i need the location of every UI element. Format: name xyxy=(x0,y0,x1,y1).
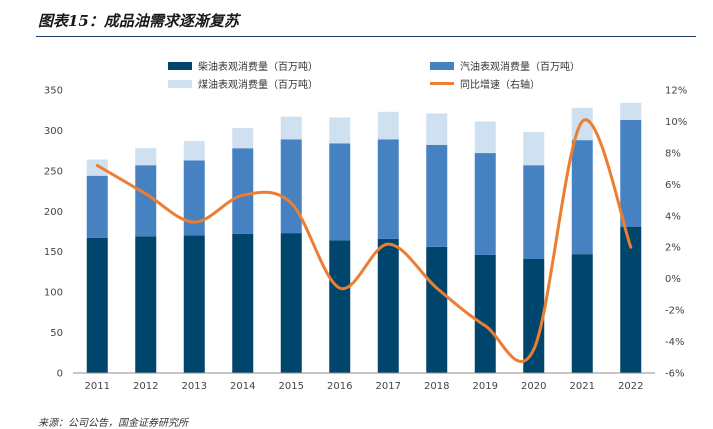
bar-kerosene-2019 xyxy=(474,121,496,154)
y-left-tick-label: 150 xyxy=(44,247,63,258)
bar-gasoline-2011 xyxy=(86,175,108,238)
y-left-tick-label: 0 xyxy=(57,369,63,380)
legend-item-diesel: 柴油表观消费量（百万吨） xyxy=(168,58,318,73)
bar-kerosene-2016 xyxy=(329,117,351,144)
bar-diesel-2011 xyxy=(86,237,108,373)
x-tick-label: 2013 xyxy=(182,381,207,392)
legend-swatch-gasoline xyxy=(430,61,454,70)
y-right-tick-label: 4% xyxy=(665,211,681,222)
bar-kerosene-2017 xyxy=(377,111,399,140)
x-tick-label: 2016 xyxy=(327,381,352,392)
bar-kerosene-2011 xyxy=(86,159,108,176)
bar-diesel-2014 xyxy=(232,233,254,373)
x-tick-label: 2018 xyxy=(424,381,449,392)
y-right-tick-label: -2% xyxy=(665,306,684,317)
bar-diesel-2013 xyxy=(183,235,205,373)
x-tick-label: 2019 xyxy=(473,381,498,392)
legend-swatch-kerosene xyxy=(168,79,192,88)
bar-kerosene-2012 xyxy=(135,148,157,166)
bar-gasoline-2018 xyxy=(426,144,448,247)
title-divider xyxy=(36,36,696,37)
source-note: 来源：公司公告，国金证券研究所 xyxy=(38,418,188,429)
legend-label-kerosene: 煤油表观消费量（百万吨） xyxy=(198,80,318,91)
y-right-tick-label: -6% xyxy=(665,369,684,380)
x-tick-label: 2015 xyxy=(279,381,304,392)
legend-item-kerosene: 煤油表观消费量（百万吨） xyxy=(168,76,318,91)
bar-kerosene-2020 xyxy=(523,132,545,166)
axes-group: 0 50 100 150 200 250 300 350 -6% -4% -2% 0% 2% 4% 6% 8%… xyxy=(44,86,687,393)
bar-gasoline-2013 xyxy=(183,160,205,236)
y-right-tick-label: 12% xyxy=(665,86,687,97)
bar-kerosene-2015 xyxy=(280,116,302,140)
legend-label-diesel: 柴油表观消费量（百万吨） xyxy=(198,62,318,73)
y-left-tick-label: 50 xyxy=(50,328,63,339)
bar-gasoline-2014 xyxy=(232,148,254,234)
bar-diesel-2021 xyxy=(571,254,593,373)
y-right-tick-label: -4% xyxy=(665,337,684,348)
legend-swatch-growth xyxy=(430,82,454,85)
bar-kerosene-2018 xyxy=(426,113,448,145)
growth-rate-line xyxy=(95,118,633,363)
x-tick-label: 2014 xyxy=(230,381,255,392)
y-right-tick-label: 0% xyxy=(665,274,681,285)
bar-diesel-2015 xyxy=(280,233,302,373)
bar-diesel-2018 xyxy=(426,246,448,373)
y-left-tick-label: 200 xyxy=(44,207,63,218)
y-right-tick-label: 2% xyxy=(665,243,681,254)
y-left-tick-label: 300 xyxy=(44,126,63,137)
x-tick-label: 2021 xyxy=(570,381,595,392)
bar-group xyxy=(86,102,642,373)
y-right-tick-label: 10% xyxy=(665,117,687,128)
bar-gasoline-2021 xyxy=(571,140,593,255)
bar-kerosene-2014 xyxy=(232,128,254,149)
bar-diesel-2012 xyxy=(135,236,157,373)
growth-line-layer xyxy=(95,118,633,363)
bar-diesel-2020 xyxy=(523,258,545,373)
bar-gasoline-2020 xyxy=(523,165,545,259)
bar-gasoline-2022 xyxy=(620,119,642,227)
x-tick-label: 2022 xyxy=(618,381,643,392)
bar-kerosene-2013 xyxy=(183,140,205,161)
y-right-tick-label: 6% xyxy=(665,180,681,191)
bar-gasoline-2017 xyxy=(377,139,399,239)
x-tick-label: 2011 xyxy=(85,381,110,392)
legend-label-growth: 同比增速（右轴） xyxy=(460,80,540,91)
bar-diesel-2017 xyxy=(377,238,399,373)
bar-gasoline-2012 xyxy=(135,165,157,237)
y-left-tick-label: 350 xyxy=(44,86,63,97)
y-left-tick-label: 250 xyxy=(44,166,63,177)
legend-swatch-diesel xyxy=(168,61,192,70)
bar-gasoline-2015 xyxy=(280,139,302,234)
bar-diesel-2022 xyxy=(620,226,642,373)
legend-item-growth: 同比增速（右轴） xyxy=(430,76,540,91)
bar-diesel-2016 xyxy=(329,240,351,373)
bar-gasoline-2019 xyxy=(474,153,496,255)
bar-kerosene-2022 xyxy=(620,102,642,120)
bar-gasoline-2016 xyxy=(329,143,351,241)
x-tick-label: 2012 xyxy=(133,381,158,392)
y-left-tick-label: 100 xyxy=(44,288,63,299)
bar-diesel-2019 xyxy=(474,254,496,373)
legend-item-gasoline: 汽油表观消费量（百万吨） xyxy=(430,58,580,73)
x-tick-label: 2020 xyxy=(521,381,546,392)
x-tick-label: 2017 xyxy=(376,381,401,392)
y-right-tick-label: 8% xyxy=(665,148,681,159)
legend-label-gasoline: 汽油表观消费量（百万吨） xyxy=(460,62,580,73)
figure-title: 图表15：成品油需求逐渐复苏 xyxy=(38,12,239,30)
